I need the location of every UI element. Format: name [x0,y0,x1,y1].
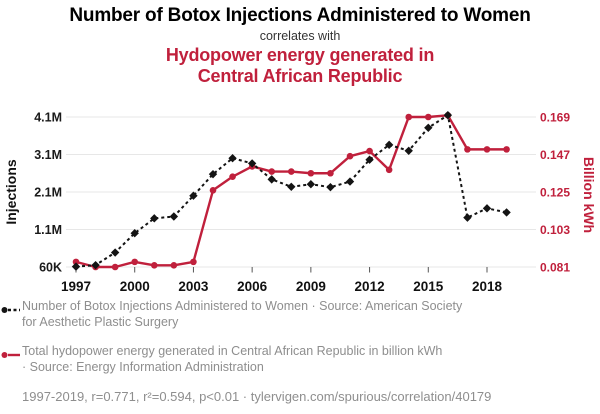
hydropower-point [268,168,276,175]
hydropower-point [307,169,315,177]
botox-point [228,154,237,163]
hydropower-point [503,146,510,153]
stats-footnote: 1997-2019, r=0.771, r²=0.594, p<0.01 · t… [22,389,492,404]
hydropower-point [385,166,393,174]
botox-point [463,213,472,222]
hydropower-point [72,258,80,266]
secondary-title-line2: Central African Republic [197,66,403,86]
botox-point [169,212,179,221]
x-tick-label: 2018 [472,279,503,294]
right-axis-tick-label: 0.147 [540,148,570,162]
legend-entry-hydropower: Total hydopower energy generated in Cent… [1,344,562,375]
botox-point [267,175,276,184]
hydropower-point [190,258,197,266]
left-axis-tick-label: 1.1M [34,223,62,237]
botox-point [424,123,433,132]
botox-point [404,146,413,155]
hydropower-point [327,169,334,177]
hydropower-point [366,147,373,155]
chart-title: Number of Botox Injections Administered … [69,5,531,26]
botox-point [384,140,394,150]
botox-point [150,214,159,223]
hydropower-point [150,261,158,269]
left-axis-title: Injections [3,159,19,225]
legend-entry-hydropower-line2: · Source: Energy Information Administrat… [22,359,264,374]
botox-point [306,180,316,189]
hydropower-point [229,173,236,180]
hydropower-point [405,113,413,121]
botox-point [208,169,218,179]
right-axis-tick-label: 0.103 [540,223,570,237]
botox-point [71,262,81,271]
hydropower-point [209,186,217,194]
hydropower-point [111,263,119,271]
x-tick-label: 2006 [237,279,268,294]
left-axis-tick-label: 2.1M [34,186,62,200]
legend-entry-hydropower-line1: Total hydopower energy generated in Cent… [22,344,443,358]
right-axis-tick-label: 0.081 [540,261,570,275]
x-tick-label: 2012 [355,279,385,294]
hydropower-point [131,258,139,266]
x-tick-label: 1997 [61,279,91,294]
hydropower-point [170,261,178,269]
hydropower-point [464,146,471,153]
botox-point [443,110,453,120]
botox-point [91,260,100,270]
red-solid-line-icon [1,348,20,364]
legend-entry-botox-line1: Number of Botox Injections Administered … [22,299,463,313]
left-axis-tick-label: 60K [39,261,62,275]
legend-entry-botox-line2: for Aesthetic Plastic Surgery [22,314,179,329]
botox-point [365,155,374,164]
botox-point [345,177,355,186]
botox-point [110,248,120,257]
chart-legend: Number of Botox Injections Administered … [1,299,562,404]
left-axis-tick-label: 3.1M [34,148,62,162]
right-axis-tick-label: 0.125 [540,186,570,200]
black-dashed-line-icon [1,303,20,319]
hydropower-point [424,113,432,121]
left-axis-tick-label: 4.1M [34,111,62,125]
x-tick-label: 2015 [413,279,444,294]
botox-point [247,159,257,168]
x-tick-label: 2000 [120,279,150,294]
right-axis-title: Billion kWh [581,157,597,233]
right-axis-tick-label: 0.169 [540,111,570,125]
botox-line [75,113,507,268]
chart-secondary-title: Hydopower energy generated in Central Af… [0,45,600,87]
chart-subtitle: correlates with [259,29,341,43]
legend-entry-botox: Number of Botox Injections Administered … [1,299,562,330]
botox-point [287,182,296,192]
botox-point [502,208,511,217]
hydropower-point [346,152,354,160]
hydropower-point [287,168,295,175]
botox-point [130,229,139,238]
secondary-title-line1: Hydopower energy generated in [165,45,435,65]
x-tick-label: 2003 [178,279,209,294]
hydropower-point [483,146,491,153]
botox-point [189,191,198,200]
x-tick-label: 2009 [296,279,326,294]
botox-point [326,182,335,192]
hydropower-line [75,114,507,269]
botox-point [482,204,492,213]
